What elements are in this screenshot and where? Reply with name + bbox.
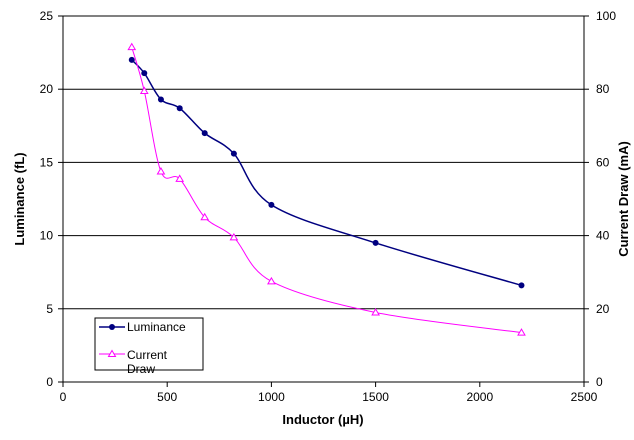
data-point-current-draw (229, 232, 239, 241)
y-tick-label: 0 (46, 375, 53, 389)
y2-tick-label: 60 (596, 155, 610, 169)
series-layer (127, 42, 526, 336)
x-tick-label: 2000 (466, 390, 493, 404)
x-tick-label: 1000 (258, 390, 285, 404)
x-tick-label: 1500 (362, 390, 389, 404)
y-tick-label: 20 (40, 82, 54, 96)
data-point-current-draw (139, 86, 149, 95)
data-point-luminance (230, 150, 237, 157)
data-point-current-draw (200, 212, 210, 221)
data-point-luminance (157, 96, 164, 103)
y-axis-title: Luminance (fL) (12, 152, 27, 245)
data-point-current-draw (156, 167, 166, 175)
data-point-luminance (176, 105, 183, 112)
data-point-luminance (268, 201, 275, 208)
y-tick-label: 25 (40, 9, 54, 23)
x-tick-label: 500 (157, 390, 177, 404)
y-tick-label: 5 (46, 302, 53, 316)
legend-label-current-draw: Current Draw (127, 348, 170, 376)
legend-label-luminance: Luminance (127, 320, 186, 334)
data-point-current-draw (371, 307, 380, 316)
data-point-current-draw (127, 42, 137, 51)
data-point-current-draw (517, 328, 526, 336)
data-point-luminance (141, 70, 148, 77)
data-point-luminance (372, 239, 379, 246)
legend: Luminance Current Draw (94, 317, 204, 376)
gridlines (63, 88, 584, 310)
data-point-current-draw (175, 174, 185, 182)
data-point-luminance (201, 130, 208, 137)
y2-tick-label: 100 (596, 9, 616, 23)
y2-tick-label: 20 (596, 302, 610, 316)
data-point-luminance (128, 56, 135, 63)
y2-tick-label: 40 (596, 229, 610, 243)
plot-area (62, 15, 585, 383)
x-tick-label: 2500 (571, 390, 598, 404)
data-point-luminance (518, 282, 525, 289)
y2-axis-title: Current Draw (mA) (616, 141, 631, 257)
series-line-current-draw (131, 46, 522, 334)
legend-luminance-marker (109, 324, 115, 330)
legend-label-current-draw-line1: Current (127, 348, 168, 362)
y2-tick-label: 80 (596, 82, 610, 96)
y2-tick-label: 0 (596, 375, 603, 389)
y-tick-label: 10 (40, 229, 54, 243)
y-tick-label: 15 (40, 155, 54, 169)
series-line-luminance (131, 59, 522, 287)
data-point-current-draw (267, 276, 276, 285)
legend-current-draw-marker (107, 349, 117, 357)
x-tick-label: 0 (60, 390, 67, 404)
x-axis-title: Inductor (µH) (282, 412, 363, 427)
legend-label-current-draw-line2: Draw (127, 362, 155, 376)
